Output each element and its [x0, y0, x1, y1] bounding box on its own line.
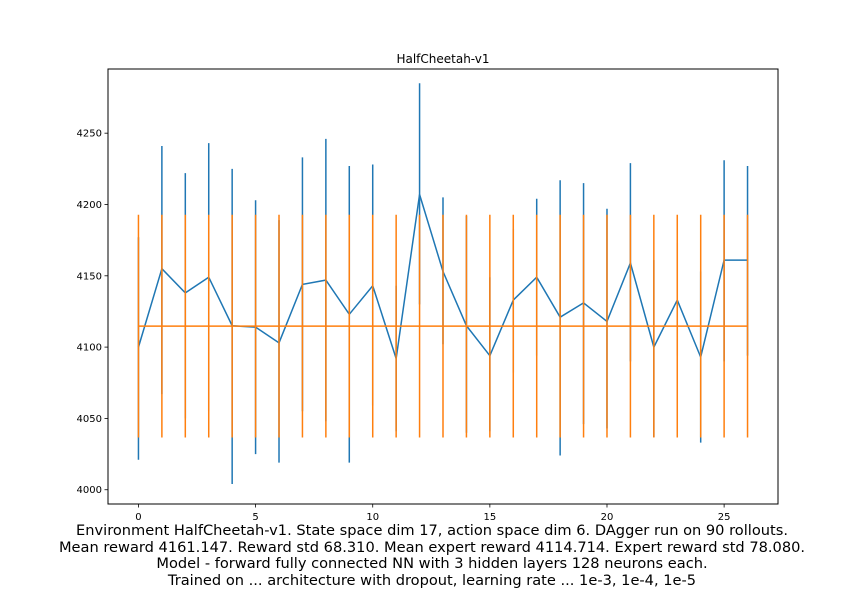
- y-tick-label: 4100: [77, 343, 102, 354]
- caption-line-4: Trained on ... architecture with dropout…: [167, 572, 697, 589]
- x-tick-label: 10: [366, 512, 379, 523]
- y-tick-label: 4050: [77, 414, 102, 425]
- chart-title: HalfCheetah-v1: [396, 52, 489, 66]
- caption-line-3: Model - forward fully connected NN with …: [156, 555, 708, 572]
- axes-frame: [107, 68, 779, 505]
- y-tick-label: 4000: [77, 485, 102, 496]
- x-tick-label: 15: [483, 512, 496, 523]
- caption-line-2: Mean reward 4161.147. Reward std 68.310.…: [58, 539, 806, 556]
- caption-line-1: Environment HalfCheetah-v1. State space …: [76, 522, 788, 539]
- y-tick-label: 4150: [77, 271, 102, 282]
- x-tick-label: 0: [135, 512, 141, 523]
- chart: HalfCheetah-v1 0 5 10 15 20 25 4000 4050 4100 415…: [77, 52, 779, 523]
- y-tick-label: 4200: [77, 200, 102, 211]
- plot-area: 0 5 10 15 20 25 4000 4050 4100 4150 4200 4250: [77, 83, 749, 523]
- y-tick-label: 4250: [77, 129, 102, 140]
- x-tick-label: 25: [718, 512, 731, 523]
- x-tick-label: 20: [601, 512, 614, 523]
- x-tick-label: 5: [252, 512, 258, 523]
